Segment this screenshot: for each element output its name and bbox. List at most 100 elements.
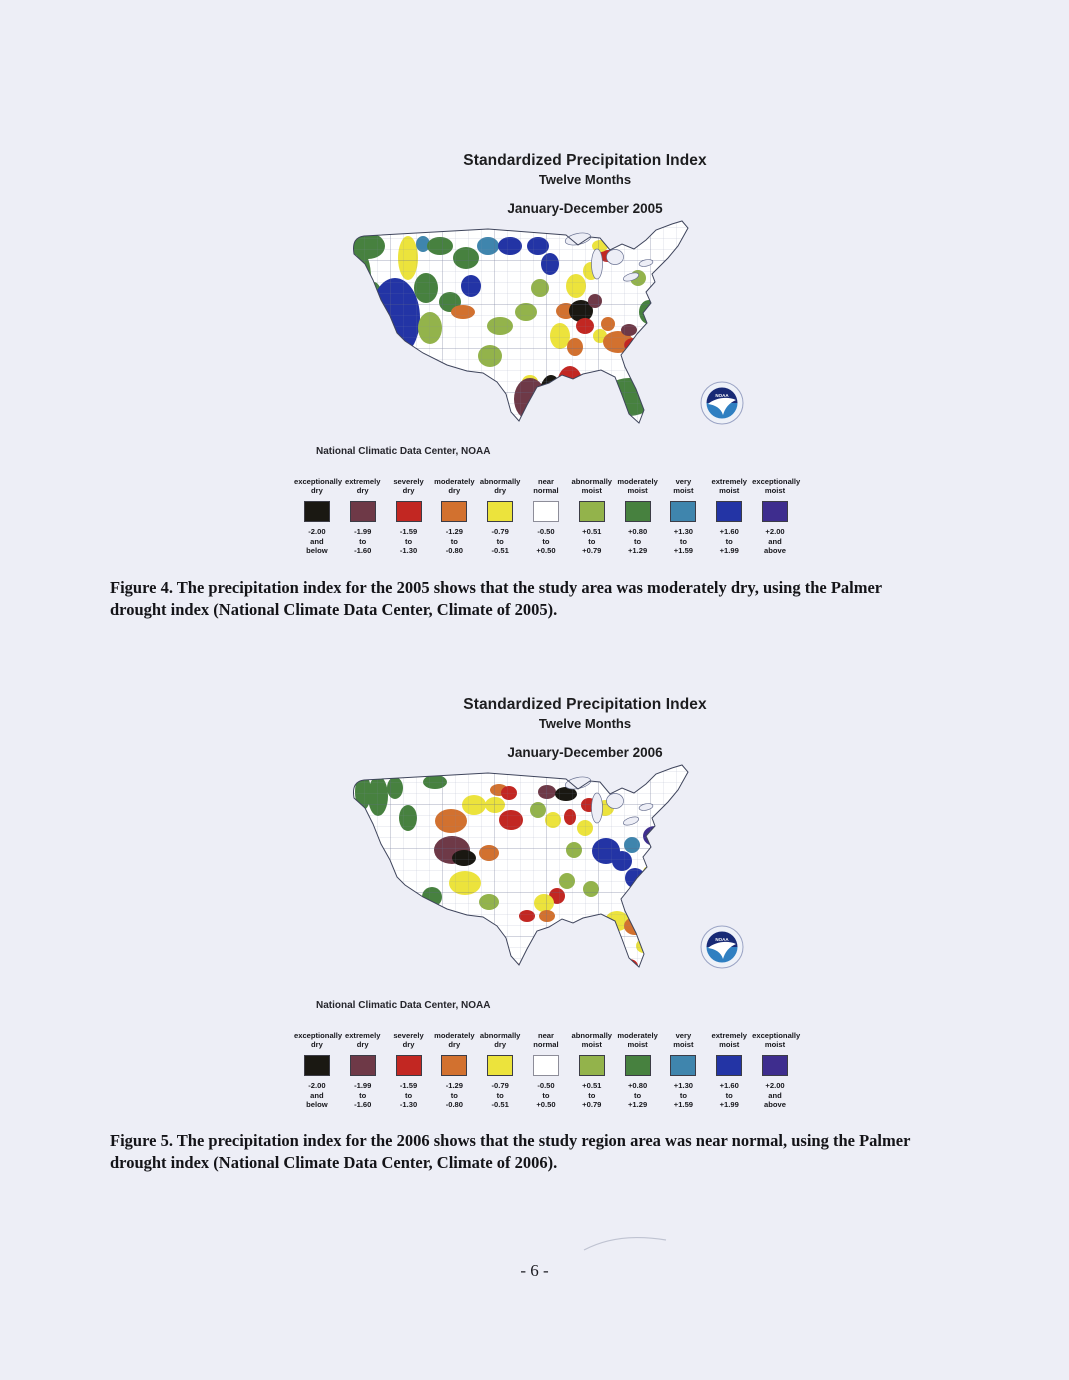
legend-swatch-very-moist <box>670 501 697 523</box>
source-label: National Climatic Data Center, NOAA <box>316 446 491 457</box>
legend-swatch-very-moist <box>670 1055 697 1077</box>
map-title-line1: Standardized Precipitation Index <box>463 696 707 713</box>
caption-line: drought index (National Climate Data Cen… <box>110 1152 558 1172</box>
legend-swatch-severely-dry <box>395 501 422 523</box>
legend-range: -1.29 to -0.80 <box>445 527 463 556</box>
legend-range: +2.00 and above <box>764 1081 786 1110</box>
legend-item-abnormally-moist: abnormally moist +0.51 to +0.79 <box>569 1031 615 1110</box>
legend-label: extremely moist <box>711 1031 747 1050</box>
legend-label: moderately dry <box>434 477 475 496</box>
page-number: - 6 - <box>520 1261 549 1280</box>
noaa-logo: NOAA <box>700 925 744 969</box>
legend-swatch-moderately-moist <box>624 1055 651 1077</box>
legend-swatch-moderately-dry <box>441 501 468 523</box>
legend-range: +1.60 to +1.99 <box>719 1081 739 1110</box>
legend-label: moderately moist <box>617 1031 658 1050</box>
legend-item-exceptionally-dry: exceptionally dry -2.00 and below <box>294 1031 343 1110</box>
us-precipitation-map-2005: NOAA <box>338 216 748 471</box>
legend-item-near-normal: near normal -0.50 to +0.50 <box>523 477 569 556</box>
legend-label: abnormally dry <box>479 477 521 496</box>
map-title-line1: Standardized Precipitation Index <box>463 152 707 169</box>
legend-swatch-exceptionally-moist <box>762 1055 789 1077</box>
legend-range: -0.79 to -0.51 <box>491 1081 509 1110</box>
legend-label: extremely dry <box>344 477 381 496</box>
legend-swatch-abnormally-moist <box>578 501 605 523</box>
legend-swatch-abnormally-dry <box>487 501 514 523</box>
legend-item-moderately-moist: moderately moist +0.80 to +1.29 <box>615 1031 661 1110</box>
legend-swatch-exceptionally-dry <box>303 501 330 523</box>
legend-range: -2.00 and below <box>306 1081 328 1110</box>
pen-stroke-artifact <box>578 1228 674 1263</box>
legend-swatch-near-normal <box>532 1055 559 1077</box>
legend-range: -1.59 to -1.30 <box>399 1081 418 1110</box>
legend-swatch-abnormally-dry <box>487 1055 514 1077</box>
legend-label: moderately dry <box>434 1031 475 1050</box>
legend-range: -0.79 to -0.51 <box>491 527 509 556</box>
legend-range: +0.80 to +1.29 <box>627 1081 648 1110</box>
legend-label: exceptionally dry <box>294 477 343 496</box>
legend-swatch-near-normal <box>532 501 559 523</box>
legend-range: -1.29 to -0.80 <box>445 1081 463 1110</box>
legend-label: abnormally moist <box>571 477 613 496</box>
legend-range: +1.60 to +1.99 <box>719 527 739 556</box>
legend-item-abnormally-moist: abnormally moist +0.51 to +0.79 <box>569 477 615 556</box>
legend-label: near normal <box>533 477 559 496</box>
legend-range: -1.59 to -1.30 <box>399 527 418 556</box>
legend-item-abnormally-dry: abnormally dry -0.79 to -0.51 <box>477 1031 523 1110</box>
caption-line: Figure 4. The precipitation index for th… <box>110 578 883 597</box>
legend-range: +1.30 to +1.59 <box>673 1081 694 1110</box>
legend-label: severely dry <box>393 477 424 496</box>
legend-swatch-severely-dry <box>395 1055 422 1077</box>
legend-swatch-exceptionally-dry <box>303 1055 330 1077</box>
legend-swatch-exceptionally-moist <box>762 501 789 523</box>
legend-range: -1.99 to -1.60 <box>354 527 372 556</box>
legend-range: +1.30 to +1.59 <box>673 527 694 556</box>
legend-item-exceptionally-moist: exceptionally moist +2.00 and above <box>752 477 801 556</box>
legend-label: very moist <box>673 477 694 496</box>
legend-label: exceptionally moist <box>752 1031 801 1050</box>
great-lakes <box>564 232 654 282</box>
legend-range: +0.80 to +1.29 <box>627 527 648 556</box>
map-title-line2: Twelve Months <box>538 716 632 731</box>
caption-line: drought index (National Climate Data Cen… <box>110 599 558 619</box>
noaa-logo-text: NOAA <box>715 937 729 942</box>
legend-item-severely-dry: severely dry -1.59 to -1.30 <box>386 1031 432 1110</box>
legend-label: moderately moist <box>617 477 658 496</box>
legend-item-extremely-moist: extremely moist +1.60 to +1.99 <box>706 1031 752 1110</box>
map-title-2006: Standardized Precipitation Index Twelve … <box>425 696 745 760</box>
legend-swatch-moderately-moist <box>624 501 651 523</box>
legend-range: +2.00 and above <box>764 527 786 556</box>
map-subtitle-period: January-December 2006 <box>507 745 663 760</box>
legend-item-extremely-moist: extremely moist +1.60 to +1.99 <box>706 477 752 556</box>
legend-item-near-normal: near normal -0.50 to +0.50 <box>523 1031 569 1110</box>
figure5-caption: Figure 5. The precipitation index for th… <box>110 1130 968 1174</box>
legend-item-very-moist: very moist +1.30 to +1.59 <box>661 477 707 556</box>
legend-range: -0.50 to +0.50 <box>536 1081 556 1110</box>
legend-label: exceptionally dry <box>294 1031 343 1050</box>
legend-swatch-moderately-dry <box>441 1055 468 1077</box>
legend-swatch-extremely-dry <box>349 501 376 523</box>
legend-swatch-abnormally-moist <box>578 1055 605 1077</box>
us-precipitation-map-2006: NOAA <box>338 760 748 1015</box>
map-subtitle-period: January-December 2005 <box>507 201 663 216</box>
legend-label: extremely dry <box>344 1031 381 1050</box>
legend-range: -0.50 to +0.50 <box>536 527 556 556</box>
legend-item-exceptionally-moist: exceptionally moist +2.00 and above <box>752 1031 801 1110</box>
legend-label: exceptionally moist <box>752 477 801 496</box>
legend-item-severely-dry: severely dry -1.59 to -1.30 <box>386 477 432 556</box>
legend-range: -1.99 to -1.60 <box>354 1081 372 1110</box>
noaa-logo: NOAA <box>700 381 744 425</box>
legend-item-moderately-dry: moderately dry -1.29 to -0.80 <box>431 477 477 556</box>
figure4-caption: Figure 4. The precipitation index for th… <box>110 577 968 621</box>
legend-item-very-moist: very moist +1.30 to +1.59 <box>661 1031 707 1110</box>
legend-item-exceptionally-dry: exceptionally dry -2.00 and below <box>294 477 343 556</box>
legend-range: +0.51 to +0.79 <box>582 1081 602 1110</box>
spi-legend-2006: exceptionally dry -2.00 and below extremely dr… <box>294 1031 801 1110</box>
legend-item-abnormally-dry: abnormally dry -0.79 to -0.51 <box>477 477 523 556</box>
legend-range: +0.51 to +0.79 <box>582 527 602 556</box>
legend-label: severely dry <box>393 1031 424 1050</box>
legend-label: extremely moist <box>711 477 747 496</box>
legend-label: abnormally dry <box>479 1031 521 1050</box>
noaa-logo-text: NOAA <box>715 393 729 398</box>
